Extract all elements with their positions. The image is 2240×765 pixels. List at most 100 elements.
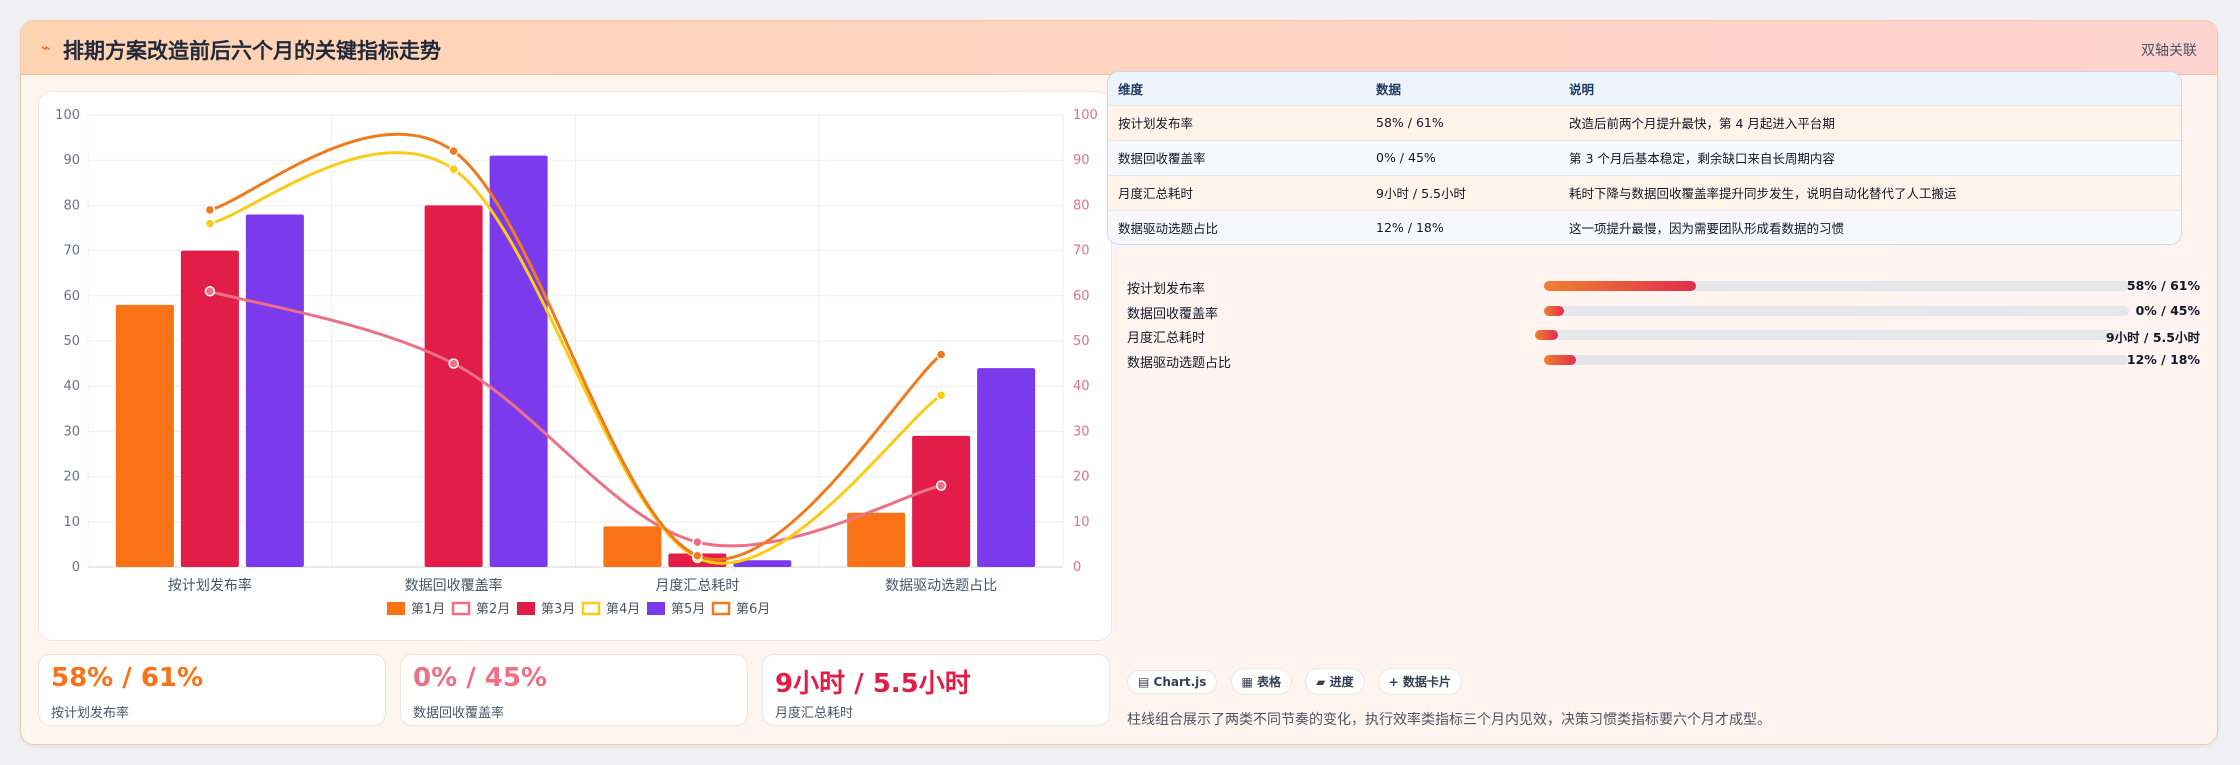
progress-fill	[1544, 305, 1565, 316]
line-point	[935, 480, 947, 491]
table-cell: 第 3 个月后基本稳定，剩余缺口来自长周期内容	[1559, 139, 2181, 175]
category-label: 数据回收覆盖率	[405, 577, 503, 594]
line-point	[692, 536, 703, 548]
trend-icon: ⌁	[41, 38, 51, 57]
left-tick-label: 70	[63, 244, 80, 259]
left-tick-label: 60	[63, 289, 80, 304]
left-tick-label: 50	[63, 334, 80, 349]
column-header: 说明	[1559, 72, 2181, 105]
category-label: 数据驱动选题占比	[885, 578, 997, 594]
chip-table[interactable]: ▦ 表格	[1230, 668, 1293, 695]
column-header: 维度	[1108, 72, 1366, 105]
legend-swatch	[387, 602, 405, 615]
progress-list: 按计划发布率 58% / 61% 数据回收覆盖率 0% / 45% 月度汇总耗时…	[1127, 276, 2202, 374]
bar	[180, 250, 239, 567]
legend-label: 第5月	[671, 602, 705, 617]
line-point	[448, 163, 459, 175]
left-tick-label: 90	[63, 153, 80, 168]
progress-value: 9小时 / 5.5小时	[2105, 330, 2200, 345]
left-tick-label: 100	[55, 108, 80, 123]
table-cell: 58% / 61%	[1366, 104, 1559, 140]
kpi-value: 9小时 / 5.5小时	[775, 669, 971, 699]
kpi-label: 月度汇总耗时	[775, 706, 854, 721]
right-tick-label: 40	[1073, 379, 1090, 394]
dual-axis-badge[interactable]: 双轴关联	[2141, 43, 2197, 59]
progress-row: 按计划发布率 58% / 61%	[1127, 276, 2202, 301]
summary-note: 柱线组合展示了两类不同节奏的变化，执行效率类指标三个月内见效，决策习惯类指标要六…	[1127, 712, 1771, 728]
line-point	[935, 389, 947, 401]
table-row: 月度汇总耗时 9小时 / 5.5小时 耗时下降与数据回收覆盖率提升同步发生，说明…	[1108, 174, 2181, 210]
bar	[733, 560, 792, 567]
kpi-label: 数据回收覆盖率	[413, 706, 505, 721]
table-row: 数据回收覆盖率 0% / 45% 第 3 个月后基本稳定，剩余缺口来自长周期内容	[1108, 139, 2181, 175]
bar	[912, 435, 971, 567]
right-tick-label: 30	[1073, 424, 1090, 439]
table-cell: 数据回收覆盖率	[1108, 139, 1366, 175]
legend-label: 第3月	[541, 602, 575, 617]
right-tick-label: 70	[1073, 244, 1090, 259]
right-tick-label: 50	[1073, 334, 1090, 349]
progress-track	[1544, 281, 2129, 291]
progress-value: 58% / 61%	[2126, 278, 2200, 293]
left-tick-label: 30	[63, 424, 80, 439]
table-cell: 12% / 18%	[1366, 209, 1559, 244]
chip-progress[interactable]: ▰ 进度	[1305, 668, 1365, 695]
legend-label: 第2月	[476, 602, 510, 617]
category-label: 按计划发布率	[168, 577, 252, 594]
kpi-value: 58% / 61%	[51, 663, 204, 693]
line-point	[204, 218, 216, 229]
left-tick-label: 40	[63, 379, 80, 394]
right-tick-label: 80	[1073, 198, 1090, 213]
table-cell: 耗时下降与数据回收覆盖率提升同步发生，说明自动化替代了人工搬运	[1559, 174, 2181, 210]
tech-chips: ▤ Chart.js ▦ 表格 ▰ 进度 + 数据卡片	[1127, 668, 1470, 695]
right-tick-label: 0	[1073, 560, 1081, 575]
table-row: 数据驱动选题占比 12% / 18% 这一项提升最慢，因为需要团队形成看数据的习…	[1108, 209, 2181, 244]
right-tick-label: 100	[1073, 108, 1098, 123]
bar	[245, 214, 304, 567]
bar	[847, 512, 906, 567]
data-table: 维度 数据 说明 按计划发布率 58% / 61% 改造后前两个月提升最快，第 …	[1107, 71, 2182, 245]
chip-chartjs[interactable]: ▤ Chart.js	[1127, 670, 1218, 694]
left-tick-label: 80	[63, 198, 80, 213]
progress-fill	[1544, 354, 1577, 365]
bar	[977, 368, 1036, 567]
legend-swatch	[647, 602, 665, 615]
legend-label: 第6月	[736, 602, 770, 617]
progress-track	[1544, 305, 2129, 316]
table-cell: 这一项提升最慢，因为需要团队形成看数据的习惯	[1559, 209, 2181, 244]
legend-swatch	[517, 602, 535, 615]
kpi-card: 58% / 61% 按计划发布率	[38, 654, 386, 726]
page-title: 排期方案改造前后六个月的关键指标走势	[63, 39, 441, 63]
line-point	[692, 550, 703, 561]
line-point	[204, 204, 216, 216]
table-cell: 数据驱动选题占比	[1108, 209, 1366, 244]
progress-label: 按计划发布率	[1127, 282, 1206, 297]
line-point	[448, 145, 459, 157]
bar	[603, 526, 662, 567]
progress-fill	[1535, 330, 1559, 340]
table-cell: 按计划发布率	[1108, 104, 1366, 140]
progress-label: 数据回收覆盖率	[1127, 306, 1219, 322]
category-label: 月度汇总耗时	[655, 578, 739, 594]
kpi-card: 0% / 45% 数据回收覆盖率	[400, 654, 748, 726]
progress-label: 月度汇总耗时	[1127, 331, 1206, 346]
combo-chart: 0 0 10 10 20 20 30 30 40 40 50 50 60 60 70 70 80 80 90 90 10…	[55, 108, 1098, 617]
kpi-value: 0% / 45%	[413, 663, 547, 693]
progress-track	[1535, 330, 2120, 340]
table-cell: 月度汇总耗时	[1108, 174, 1366, 210]
progress-fill	[1544, 281, 1697, 291]
progress-value: 0% / 45%	[2135, 302, 2200, 318]
progress-row: 数据回收覆盖率 0% / 45%	[1127, 301, 2202, 326]
legend-label: 第1月	[411, 602, 445, 617]
right-tick-label: 60	[1073, 289, 1090, 304]
chip-cards[interactable]: + 数据卡片	[1377, 668, 1462, 695]
left-tick-label: 20	[63, 470, 80, 485]
table-cell: 改造后前两个月提升最快，第 4 月起进入平台期	[1559, 104, 2181, 140]
table-header-row: 维度 数据 说明	[1108, 72, 2181, 105]
legend-swatch	[581, 601, 601, 616]
column-header: 数据	[1366, 72, 1559, 105]
legend-label: 第4月	[606, 602, 640, 617]
legend-swatch	[711, 601, 731, 616]
left-tick-label: 0	[72, 560, 80, 575]
bar	[115, 304, 174, 567]
